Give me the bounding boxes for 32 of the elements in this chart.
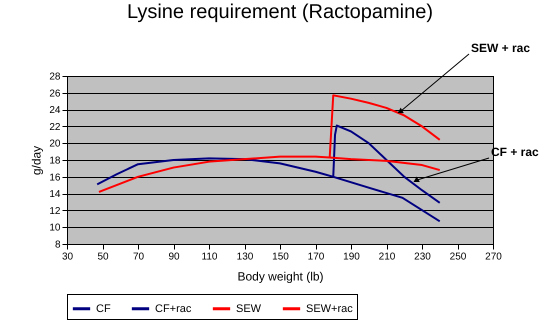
x-tick-label: 190 (343, 252, 360, 262)
y-tick-label: 24 (49, 105, 61, 116)
y-tick-label: 10 (49, 222, 61, 234)
legend-label: SEW (236, 302, 262, 315)
y-tick-label: 12 (49, 206, 61, 217)
x-tick-label: 170 (308, 252, 325, 262)
x-tick-label: 230 (414, 252, 432, 262)
legend-label: CF+rac (155, 302, 192, 315)
x-tick-label: 210 (378, 252, 396, 262)
x-tick-label: 70 (132, 252, 144, 262)
x-axis-title: Body weight (lb) (237, 270, 324, 284)
x-tick-label: 270 (485, 252, 502, 262)
y-tick-label: 14 (49, 189, 61, 200)
x-tick-label: 30 (62, 252, 74, 262)
y-tick-label: 18 (49, 156, 61, 166)
y-tick-label: 28 (49, 72, 61, 82)
x-tick-label: 90 (168, 252, 180, 262)
x-tick-label: 110 (202, 252, 218, 262)
x-tick-label: 130 (236, 252, 254, 262)
y-tick-label: 22 (49, 122, 61, 133)
chart-title: Lysine requirement (Ractopamine) (126, 1, 434, 23)
legend-label: SEW+rac (306, 302, 354, 315)
y-tick-label: 16 (49, 172, 61, 184)
y-axis-title: g/day (29, 146, 44, 176)
annotation: SEW + rac (471, 41, 530, 55)
x-tick-label: 250 (450, 252, 467, 262)
y-tick-label: 26 (49, 88, 61, 100)
legend-label: CF (96, 302, 111, 315)
x-tick-label: 150 (272, 252, 290, 262)
y-tick-label: 8 (54, 240, 61, 250)
x-tick-label: 50 (97, 252, 109, 262)
y-tick-label: 20 (49, 138, 61, 150)
